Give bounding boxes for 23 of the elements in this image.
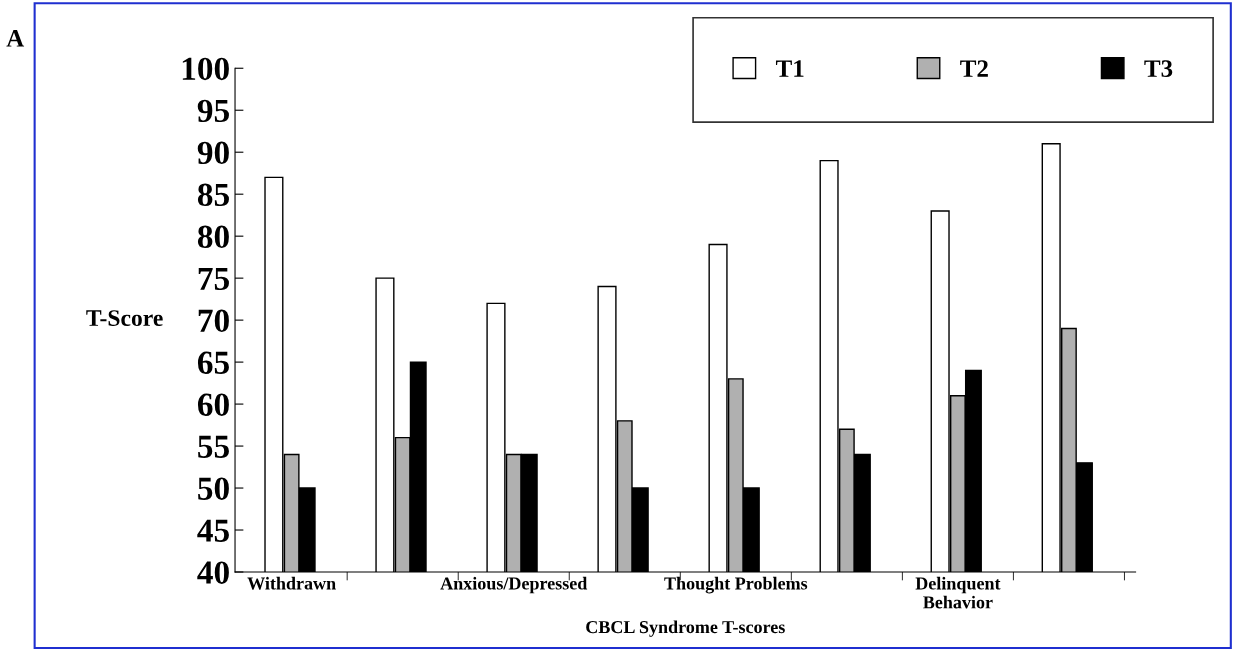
x-tick-label: Delinquent Behavior	[915, 576, 1001, 609]
x-tick-label: Anxious/Depressed	[440, 576, 588, 594]
y-tick-label: 50	[198, 477, 229, 500]
y-tick-label: 60	[197, 393, 229, 416]
x-tick-label: Thought Problems	[664, 576, 808, 594]
legend-label: T3	[1144, 60, 1173, 78]
y-tick-label: 100	[182, 57, 229, 81]
legend-label: T1	[775, 60, 804, 77]
y-tick-label: 75	[198, 267, 229, 291]
y-tick-label: 45	[197, 519, 229, 542]
y-tick-label: 70	[198, 309, 229, 333]
y-tick-label: 95	[197, 99, 229, 123]
y-tick-label: 85	[197, 183, 229, 207]
y-axis-title: T-Score	[86, 310, 163, 327]
y-tick-label: 80	[197, 225, 229, 249]
text: A	[6, 30, 25, 47]
y-tick-label: 65	[197, 351, 229, 374]
y-tick-label: 90	[197, 141, 229, 165]
legend-label: T2	[960, 60, 988, 77]
y-tick-label: 40	[197, 561, 229, 584]
x-axis-title: CBCL Syndrome T-scores	[586, 620, 785, 637]
y-tick-label: 55	[198, 435, 229, 458]
x-tick-label: Withdrawn	[247, 576, 336, 590]
